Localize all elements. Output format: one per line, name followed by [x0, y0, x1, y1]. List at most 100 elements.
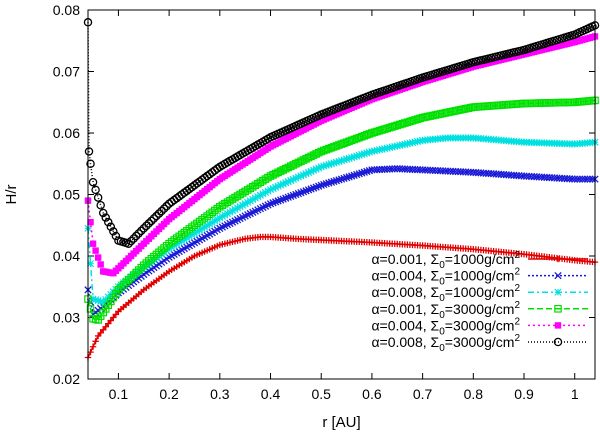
- data-point: [91, 185, 100, 195]
- data-point: [411, 116, 419, 124]
- data-point: [373, 146, 381, 154]
- data-point: [294, 158, 303, 167]
- data-point: [320, 180, 328, 189]
- data-point: [244, 198, 252, 206]
- data-point: [406, 139, 414, 147]
- data-point: [317, 163, 325, 171]
- data-point: [309, 151, 318, 159]
- data-point: [183, 234, 191, 242]
- data-point: [289, 161, 298, 169]
- data-point: [353, 152, 361, 160]
- data-point: [154, 209, 164, 218]
- data-point: [86, 260, 95, 268]
- series-6: [83, 18, 600, 248]
- data-point: [96, 201, 105, 210]
- data-point: [239, 201, 247, 209]
- data-point: [393, 142, 401, 150]
- data-point: [173, 240, 181, 248]
- data-point: [89, 295, 97, 303]
- data-point: [345, 154, 353, 162]
- data-point: [315, 164, 323, 172]
- data-point: [137, 263, 146, 272]
- data-point: [375, 146, 384, 154]
- data-point: [355, 133, 364, 142]
- series-3: [84, 134, 599, 306]
- legend-label-sup: 2: [514, 267, 520, 278]
- data-point: [122, 278, 130, 287]
- legend-label-sub: 0: [439, 310, 445, 321]
- data-point: [335, 176, 343, 184]
- data-point: [304, 168, 313, 177]
- data-point: [287, 176, 295, 185]
- data-point: [307, 167, 315, 175]
- data-point: [327, 178, 336, 186]
- data-point: [134, 229, 143, 238]
- data-point: [218, 212, 226, 221]
- data-point: [190, 229, 199, 237]
- data-point: [363, 149, 371, 157]
- data-point: [353, 170, 361, 179]
- legend-item-1: α=0.001, Σ0=1000g/cm2: [371, 250, 588, 271]
- data-point: [89, 343, 97, 350]
- data-point: [330, 143, 338, 151]
- data-point: [401, 140, 409, 148]
- data-point: [129, 234, 138, 243]
- data-point: [292, 174, 300, 182]
- y-tick-label: 0.08: [53, 2, 80, 18]
- data-point: [117, 283, 125, 292]
- data-point: [88, 177, 98, 187]
- data-point: [370, 147, 379, 155]
- data-point: [360, 131, 369, 140]
- data-point: [274, 182, 282, 190]
- data-point: [292, 159, 300, 168]
- data-point: [289, 175, 297, 183]
- data-point: [231, 205, 239, 213]
- data-point: [401, 119, 409, 127]
- data-point: [340, 156, 348, 164]
- data-point: [375, 126, 384, 135]
- data-point: [297, 157, 305, 166]
- y-tick-label: 0.05: [53, 187, 80, 203]
- data-point: [149, 214, 159, 223]
- data-point: [109, 227, 118, 236]
- data-point: [373, 127, 381, 136]
- data-point: [347, 172, 356, 180]
- data-point: [337, 140, 346, 148]
- legend-label: α=0.001, Σ0=3000g/cm2: [371, 300, 520, 321]
- legend-label-sup: 2: [514, 333, 520, 344]
- data-point: [106, 222, 116, 232]
- data-point: [180, 235, 188, 243]
- data-point: [287, 162, 295, 171]
- data-point: [221, 211, 229, 219]
- data-point: [340, 174, 348, 183]
- data-point: [159, 204, 169, 213]
- legend-label: α=0.008, Σ0=3000g/cm2: [371, 333, 520, 354]
- data-point: [322, 161, 330, 169]
- legend-label-sub: 0: [439, 293, 445, 304]
- legend-label-rest: =3000g/cm: [445, 317, 515, 333]
- data-point: [92, 296, 100, 304]
- x-tick-label: 0.3: [210, 386, 230, 402]
- data-point: [368, 129, 376, 137]
- data-point: [249, 195, 257, 204]
- data-point: [195, 226, 204, 234]
- data-point: [241, 200, 249, 208]
- data-point: [162, 201, 171, 211]
- data-point: [216, 214, 224, 222]
- data-point: [144, 219, 154, 228]
- data-point: [358, 150, 366, 159]
- legend-marker: [554, 255, 562, 263]
- data-point: [413, 115, 422, 123]
- data-point: [299, 156, 308, 164]
- data-point: [325, 144, 333, 153]
- data-point: [398, 119, 407, 128]
- legend-label-sup: 2: [514, 250, 520, 261]
- data-point: [365, 130, 374, 138]
- data-point: [314, 148, 323, 157]
- data-point: [152, 211, 161, 221]
- data-point: [413, 137, 422, 146]
- data-point: [178, 237, 186, 245]
- data-point: [360, 168, 368, 176]
- x-tick-label: 0.4: [261, 386, 281, 402]
- x-tick-label: 0.5: [311, 386, 331, 402]
